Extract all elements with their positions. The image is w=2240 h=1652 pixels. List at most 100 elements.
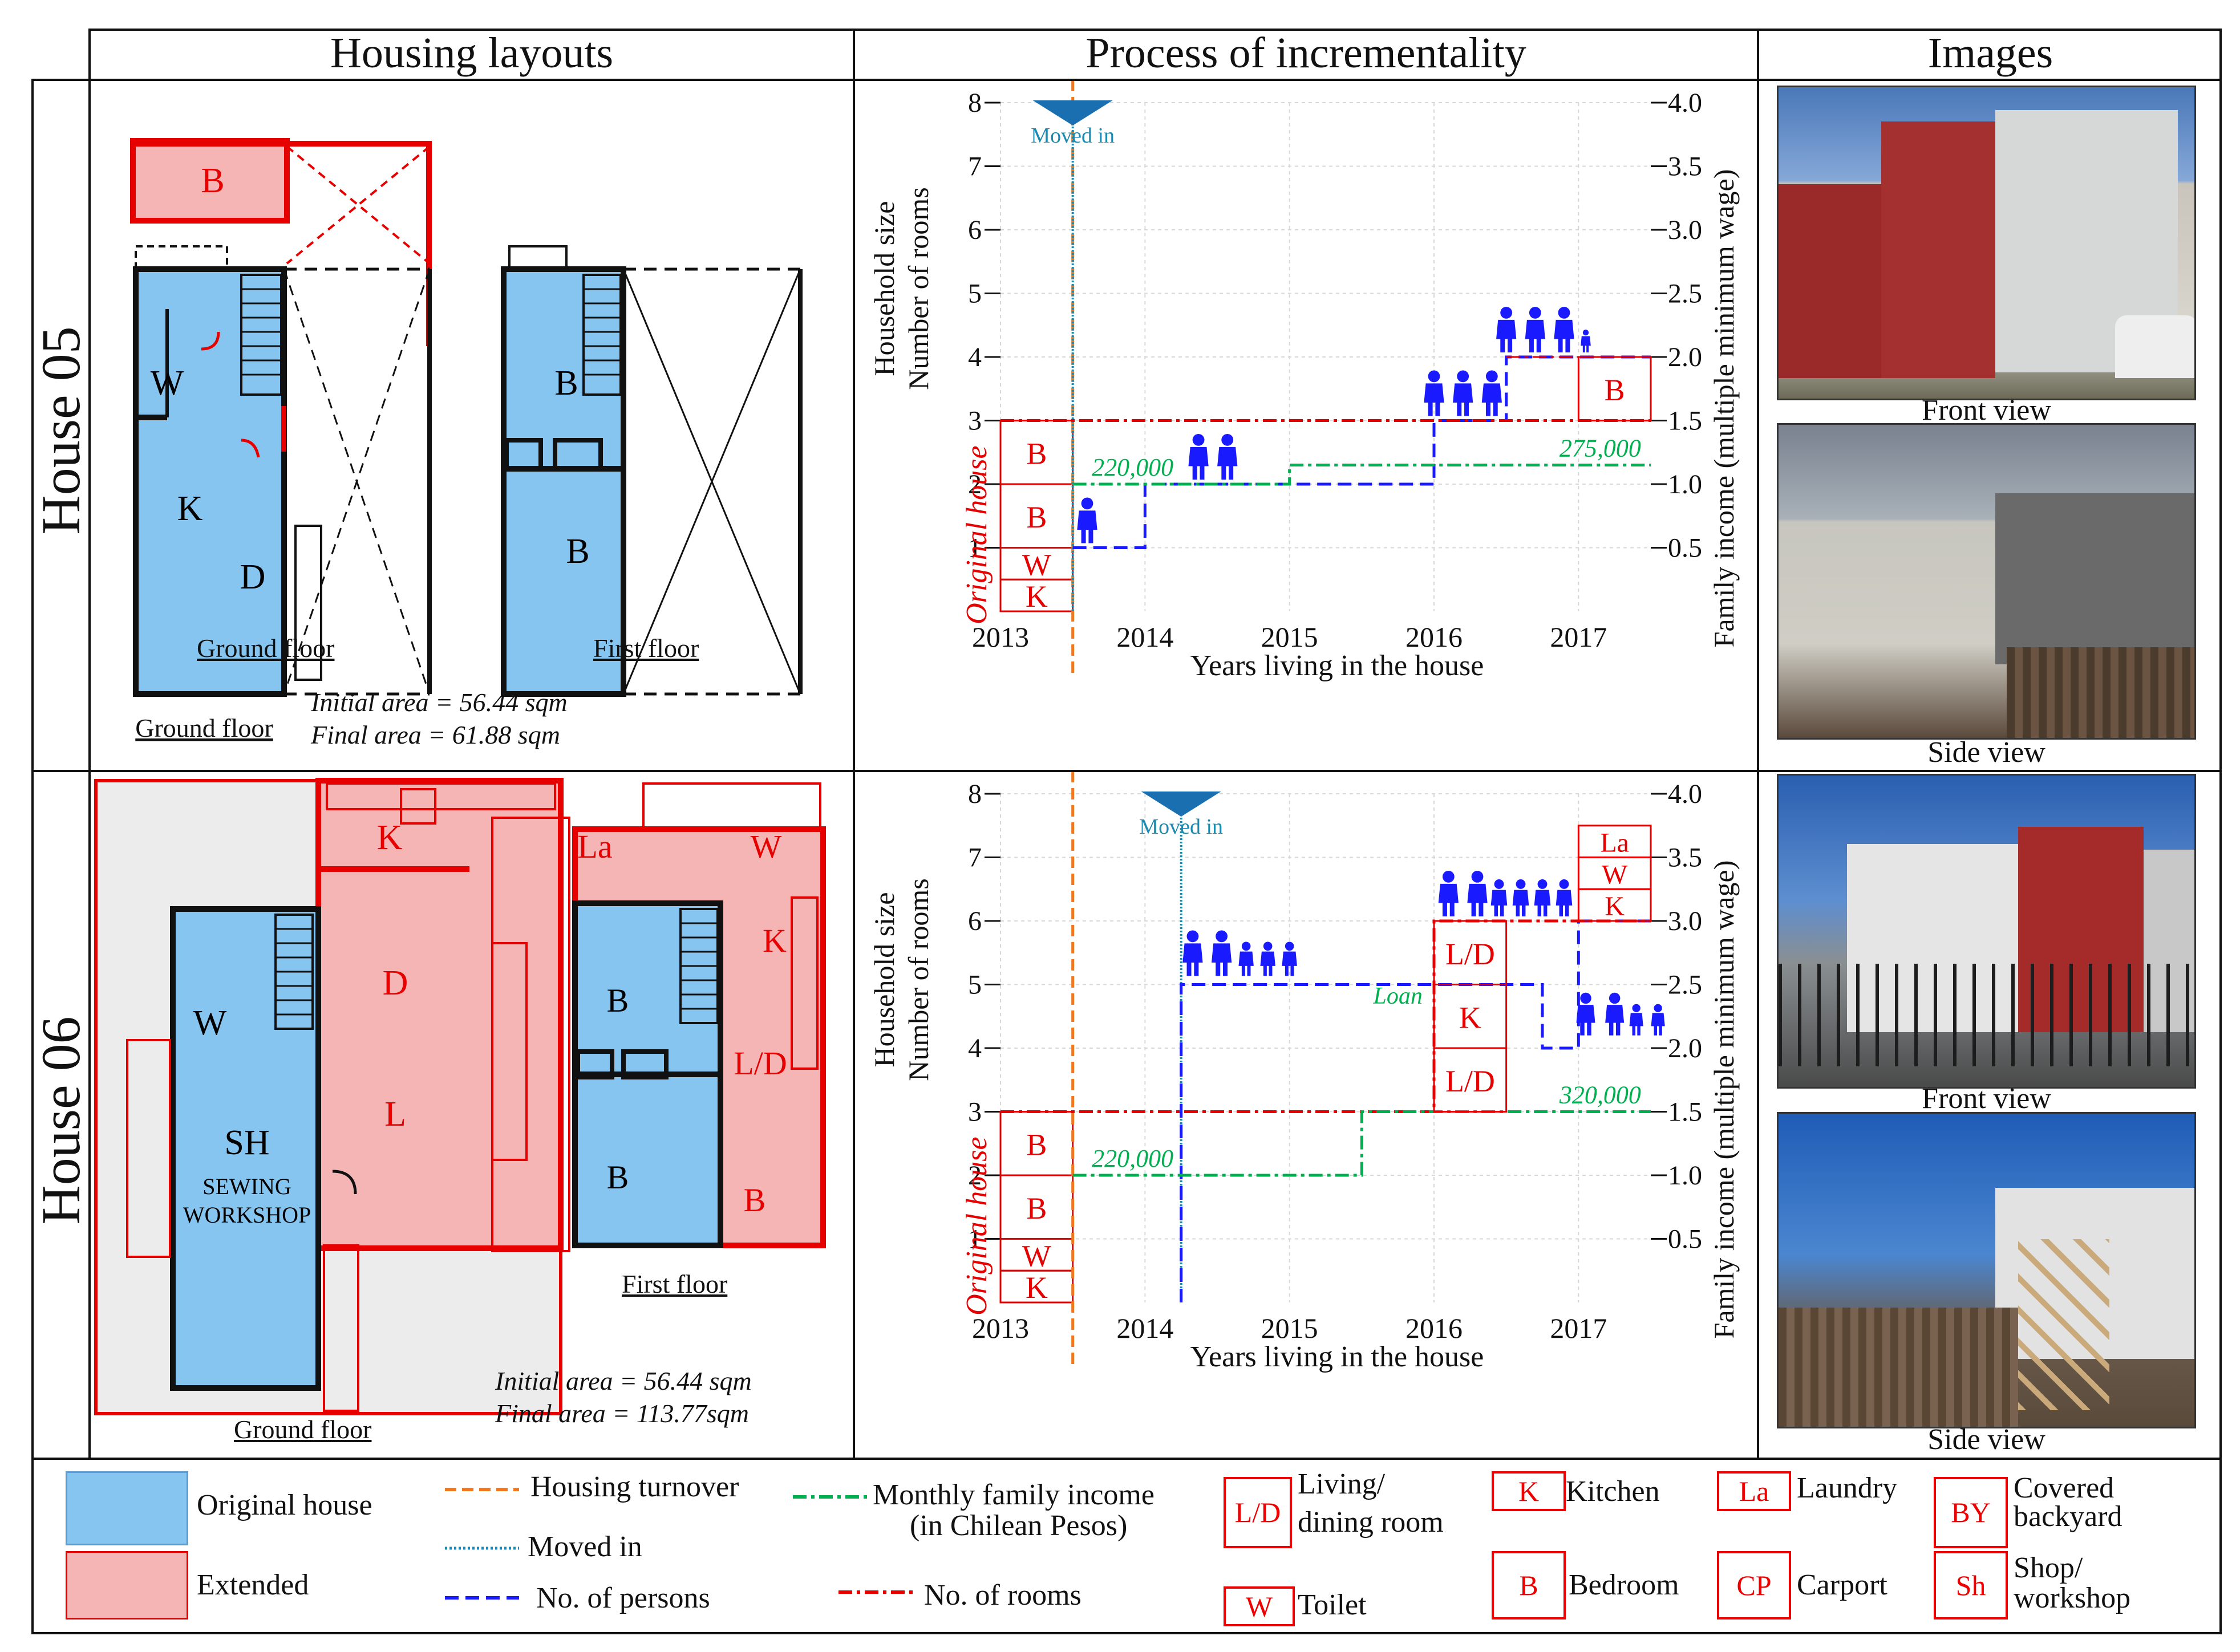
original-room-label: W bbox=[1022, 1239, 1051, 1273]
y-right-tick-label: 3.0 bbox=[1668, 215, 1702, 245]
y-right-tick-label: 2.5 bbox=[1668, 970, 1702, 1000]
svg-text:B: B bbox=[566, 532, 589, 571]
y-right-tick-label: 2.0 bbox=[1668, 342, 1702, 372]
h06-first-floor-label: First floor bbox=[622, 1269, 728, 1298]
person-icon bbox=[1565, 903, 1569, 916]
person-icon bbox=[1525, 319, 1545, 339]
h06-initial-area: Initial area = 56.44 sqm bbox=[495, 1366, 752, 1395]
legend-sh-label-1: Shop/ bbox=[2014, 1552, 2083, 1584]
person-icon bbox=[1285, 963, 1289, 976]
legend-ld-box: L/D bbox=[1224, 1477, 1292, 1548]
person-icon bbox=[1081, 526, 1086, 543]
svg-text:K: K bbox=[763, 922, 787, 959]
person-icon bbox=[1580, 1020, 1585, 1036]
legend-extended-swatch bbox=[66, 1551, 188, 1619]
legend-original-label: Original house bbox=[197, 1489, 372, 1521]
person-icon bbox=[1182, 943, 1203, 963]
svg-text:K: K bbox=[177, 489, 203, 528]
h05-first-floor-label: First floor bbox=[593, 634, 699, 663]
person-icon bbox=[1471, 900, 1476, 916]
person-icon bbox=[1479, 900, 1484, 916]
person-icon bbox=[1500, 307, 1513, 319]
h05-first-original bbox=[501, 266, 626, 697]
person-icon bbox=[1457, 370, 1469, 383]
person-icon bbox=[1537, 903, 1542, 916]
person-icon bbox=[1263, 941, 1273, 951]
svg-text:L: L bbox=[384, 1095, 406, 1134]
income-end-label: 275,000 bbox=[1560, 435, 1641, 462]
legend-b-label: Bedroom bbox=[1569, 1569, 1679, 1601]
person-icon bbox=[1077, 510, 1097, 530]
legend-k-label: Kitchen bbox=[1566, 1475, 1660, 1508]
income-start-label: 220,000 bbox=[1092, 1144, 1173, 1172]
h05-initial-area: Initial area = 56.44 sqm bbox=[311, 688, 568, 717]
moved-in-label: Moved in bbox=[1031, 124, 1115, 148]
person-icon bbox=[1229, 463, 1234, 480]
person-icon bbox=[1543, 903, 1548, 916]
added-room-label: W bbox=[1602, 859, 1628, 890]
svg-text:B: B bbox=[607, 1159, 629, 1196]
row-label-house06: House 06 bbox=[30, 1016, 91, 1225]
x-axis-title: Years living in the house bbox=[1190, 1341, 1484, 1373]
x-axis-title: Years living in the house bbox=[1190, 650, 1484, 682]
moved-in-marker bbox=[1141, 792, 1221, 817]
added-room-label: L/D bbox=[1445, 937, 1495, 971]
svg-text:SH: SH bbox=[224, 1123, 269, 1162]
person-icon bbox=[1221, 434, 1234, 446]
person-icon bbox=[1496, 319, 1517, 339]
svg-text:W: W bbox=[751, 828, 782, 865]
x-tick-label: 2013 bbox=[972, 1312, 1029, 1344]
person-icon bbox=[1516, 879, 1526, 889]
original-room-label: W bbox=[1022, 547, 1051, 582]
legend-sh-box: Sh bbox=[1934, 1551, 2008, 1619]
person-icon bbox=[1453, 383, 1473, 403]
person-icon bbox=[1485, 399, 1490, 416]
svg-text:B: B bbox=[744, 1182, 766, 1219]
person-icon bbox=[1609, 992, 1621, 1004]
person-icon bbox=[1605, 1005, 1625, 1023]
row-label-house05: House 05 bbox=[30, 326, 91, 535]
person-icon bbox=[1449, 900, 1455, 916]
legend-b-box: B bbox=[1492, 1551, 1566, 1619]
h05-final-area: Final area = 61.88 sqm bbox=[311, 720, 560, 749]
person-icon bbox=[1529, 307, 1541, 319]
legend-w-box: W bbox=[1224, 1586, 1295, 1626]
person-icon bbox=[1485, 370, 1498, 383]
person-icon bbox=[1529, 336, 1534, 352]
house05-incrementality-chart: 2013 2014 2015 2016 2017 1 2 3 4 5 6 7 8 0.5 1.0 1.5 2.0… bbox=[868, 81, 1740, 682]
person-icon bbox=[1200, 463, 1205, 480]
person-icon bbox=[1494, 879, 1504, 889]
y-right-tick-label: 1.0 bbox=[1668, 469, 1702, 500]
person-icon bbox=[1615, 1020, 1621, 1036]
y-left-tick-label: 8 bbox=[968, 779, 982, 809]
y-right-tick-label: 1.0 bbox=[1668, 1160, 1702, 1191]
y-left-tick-label: 8 bbox=[968, 88, 982, 118]
h05-side-caption: Side view bbox=[1927, 736, 2045, 769]
person-icon bbox=[1500, 336, 1505, 352]
person-icon bbox=[1494, 903, 1498, 916]
house06-incrementality-chart: 2013 2014 2015 2016 2017 1 2 3 4 5 6 7 8 0.5 1.0 1.5 2.0… bbox=[868, 772, 1740, 1373]
y-right-tick-label: 3.5 bbox=[1668, 843, 1702, 873]
y-left-title-2: Number of rooms bbox=[902, 187, 934, 390]
person-icon bbox=[1188, 447, 1209, 466]
person-icon bbox=[1609, 1020, 1614, 1036]
svg-text:D: D bbox=[240, 558, 266, 596]
y-left-tick-label: 6 bbox=[968, 906, 982, 936]
person-icon bbox=[1629, 1013, 1643, 1026]
person-icon bbox=[1471, 871, 1484, 883]
person-icon bbox=[1221, 463, 1226, 480]
series-line-2 bbox=[1072, 1110, 1651, 1177]
svg-text:B: B bbox=[607, 982, 629, 1019]
svg-text:B: B bbox=[554, 364, 578, 403]
y-left-tick-label: 5 bbox=[968, 970, 982, 1000]
y-right-tick-label: 2.5 bbox=[1668, 279, 1702, 309]
h06-front-photo bbox=[1777, 774, 2196, 1089]
y-right-tick-label: 0.5 bbox=[1668, 533, 1702, 563]
person-icon bbox=[1212, 943, 1232, 963]
original-house-label: Original house bbox=[961, 1136, 993, 1315]
y-right-tick-label: 1.5 bbox=[1668, 1097, 1702, 1127]
y-left-tick-label: 7 bbox=[968, 843, 982, 873]
person-icon bbox=[1580, 992, 1591, 1004]
added-room-label: B bbox=[1605, 373, 1625, 407]
person-icon bbox=[1464, 399, 1469, 416]
